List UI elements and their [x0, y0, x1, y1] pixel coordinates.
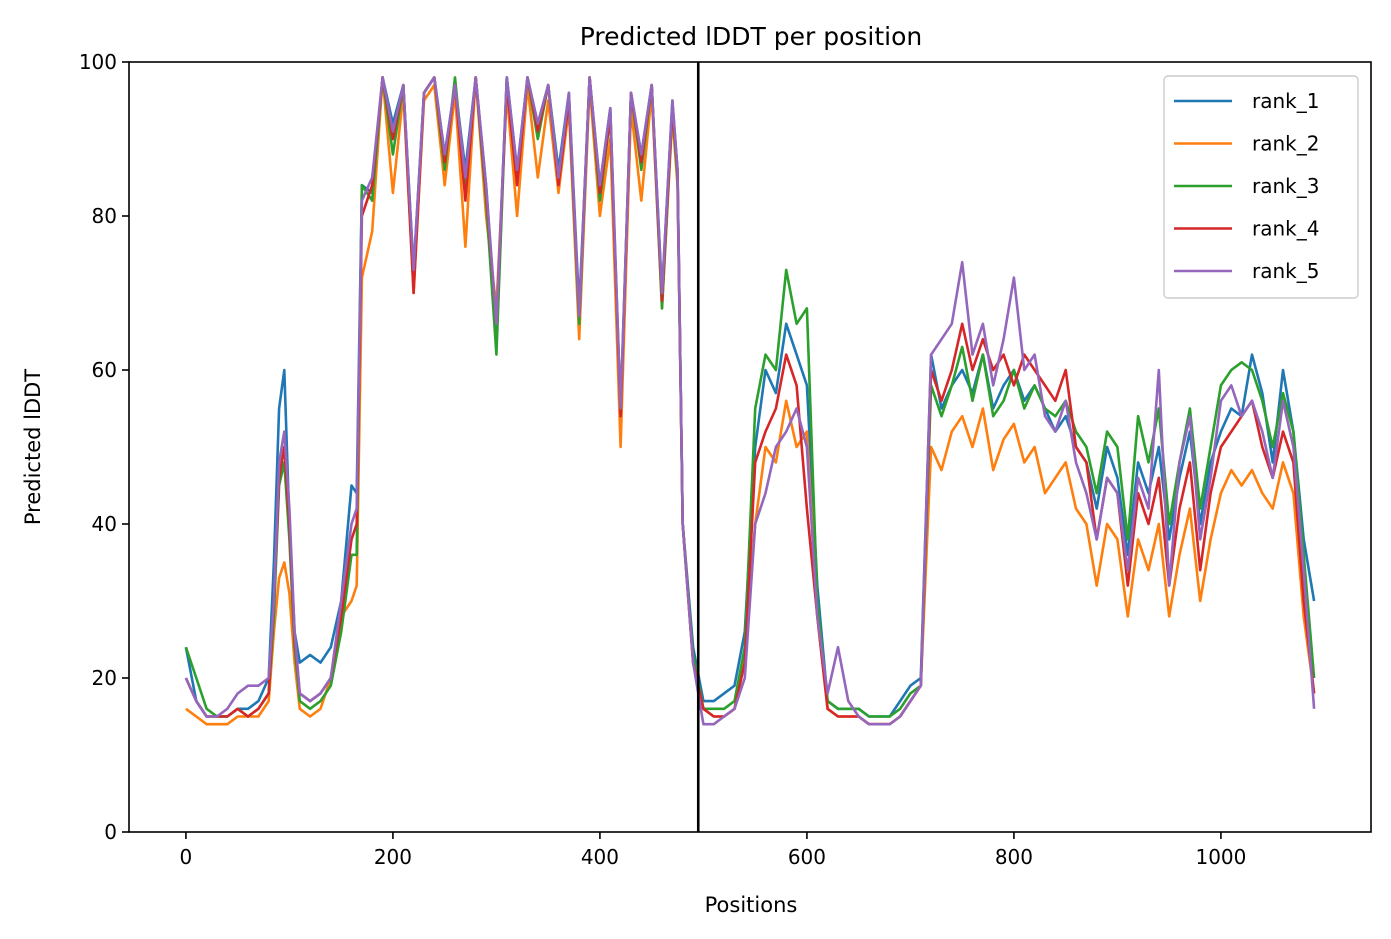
series-line-rank_5: [184, 76, 1316, 726]
legend-box: [1163, 75, 1359, 299]
legend-label-rank_2: rank_2: [1252, 132, 1319, 156]
legend-label-rank_1: rank_1: [1252, 89, 1319, 113]
y-tick-label: 100: [79, 50, 117, 74]
x-tick-label: 800: [995, 845, 1033, 869]
plot-frame: [128, 61, 1372, 833]
y-axis-title: Predicted lDDT: [21, 369, 45, 525]
y-axis: 0 20 40 60 80 100: [79, 50, 129, 844]
x-tick-label: 400: [581, 845, 619, 869]
x-tick-label: 200: [374, 845, 412, 869]
x-tick-label: 1000: [1195, 845, 1246, 869]
y-tick-label: 40: [92, 512, 117, 536]
y-tick-label: 60: [92, 358, 117, 382]
series-line-rank_1: [184, 76, 1316, 718]
y-tick-label: 0: [104, 820, 117, 844]
x-axis: 0 200 400 600 800 1000: [180, 832, 1246, 869]
legend: rank_1 rank_2 rank_3 rank_4 rank_5: [1163, 75, 1359, 299]
legend-label-rank_4: rank_4: [1252, 217, 1319, 241]
x-tick-label: 0: [180, 845, 193, 869]
series-line-rank_2: [185, 76, 1316, 726]
y-tick-label: 80: [92, 204, 117, 228]
series-line-rank_3: [184, 76, 1316, 718]
plot-area: [128, 61, 1372, 833]
legend-label-rank_5: rank_5: [1252, 259, 1319, 283]
x-axis-title: Positions: [705, 893, 798, 917]
y-tick-label: 20: [92, 666, 117, 690]
chart-title: Predicted lDDT per position: [580, 22, 922, 51]
x-tick-label: 600: [788, 845, 826, 869]
series-line-rank_4: [184, 76, 1316, 726]
legend-label-rank_3: rank_3: [1252, 174, 1319, 198]
